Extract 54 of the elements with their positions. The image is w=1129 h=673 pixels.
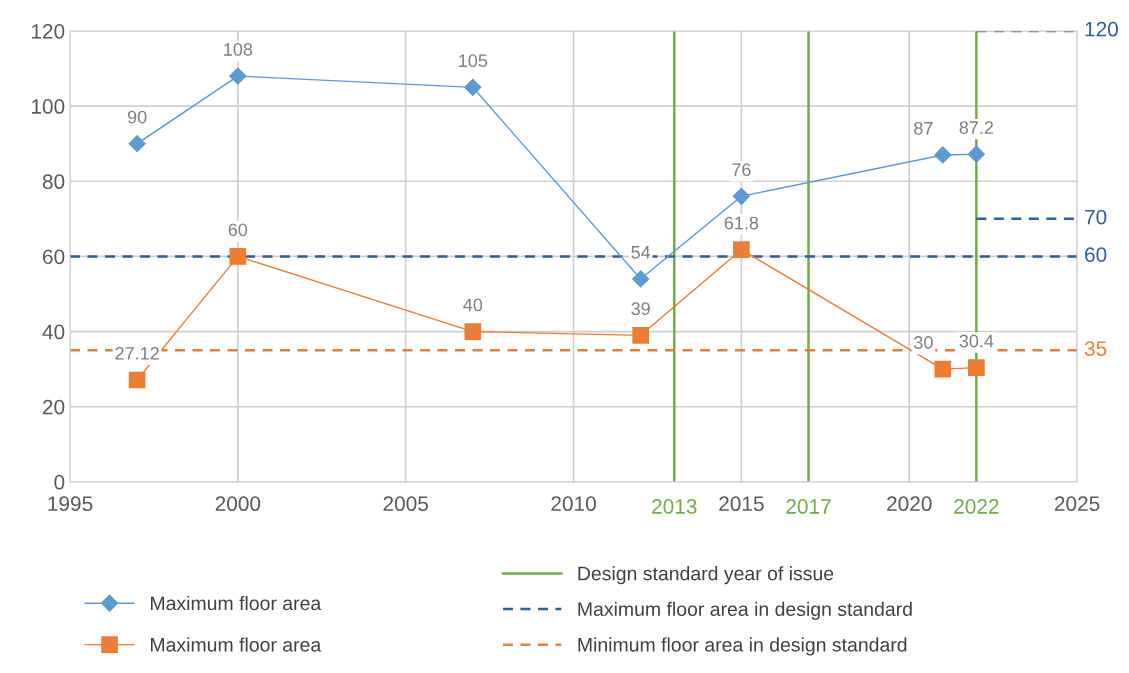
data-label: 87.2 — [959, 121, 994, 134]
point — [968, 359, 985, 376]
y-tick-label: 80 — [42, 174, 65, 190]
data-label: 30 — [913, 336, 933, 349]
point — [967, 145, 985, 163]
data-label: 40 — [463, 298, 483, 312]
y-tick-label: 40 — [42, 324, 65, 340]
y-tick-label: 120 — [31, 23, 65, 39]
point — [464, 78, 482, 96]
legend-label: Minimum floor area in design standard — [578, 637, 907, 656]
point — [733, 241, 750, 258]
annotation: 60 — [1085, 247, 1107, 263]
data-label: 87 — [914, 121, 933, 135]
point — [732, 187, 750, 205]
legend-label: Design standard year of issue — [578, 566, 834, 585]
data-label: 76 — [732, 163, 751, 177]
point — [934, 360, 952, 378]
annotation: 70 — [1085, 209, 1107, 225]
annotation: 35 — [1084, 341, 1107, 356]
annotation: 2017 — [786, 499, 831, 514]
legend-label: Maximum floor area — [151, 595, 322, 611]
data-label: 54 — [631, 246, 651, 259]
x-tick-label: 2025 — [1054, 496, 1100, 512]
x-tick-label: 2015 — [719, 496, 764, 512]
annotation: 2022 — [954, 499, 999, 514]
point — [229, 248, 247, 265]
point — [128, 135, 146, 153]
data-label: 60 — [228, 223, 248, 237]
x-tick-label: 2005 — [383, 496, 428, 512]
annotation: 120 — [1085, 21, 1118, 37]
point — [464, 323, 482, 340]
data-label: 105 — [459, 54, 488, 68]
y-tick-label: 100 — [31, 99, 65, 114]
annotation: 2013 — [652, 499, 697, 514]
data-label: 61.8 — [724, 216, 759, 230]
x-tick-label: 2000 — [215, 496, 261, 512]
data-label: 30.4 — [959, 334, 994, 348]
point — [229, 67, 247, 85]
point — [632, 270, 650, 288]
data-label: 90 — [127, 110, 147, 124]
legend-label: Maximum floor area — [151, 637, 322, 652]
y-tick-label: 60 — [43, 249, 65, 265]
data-label: 27.12 — [115, 346, 159, 360]
y-tick-label: 0 — [54, 474, 65, 490]
x-tick-label: 1995 — [48, 496, 93, 512]
legend-label: Maximum floor area in design standard — [578, 601, 912, 620]
point — [934, 146, 952, 164]
point — [632, 326, 650, 344]
point — [128, 371, 146, 389]
x-tick-label: 2020 — [887, 496, 932, 512]
y-tick-label: 20 — [43, 399, 65, 415]
data-label: 39 — [631, 302, 650, 316]
data-label: 108 — [224, 43, 253, 56]
x-tick-label: 2010 — [551, 496, 596, 512]
